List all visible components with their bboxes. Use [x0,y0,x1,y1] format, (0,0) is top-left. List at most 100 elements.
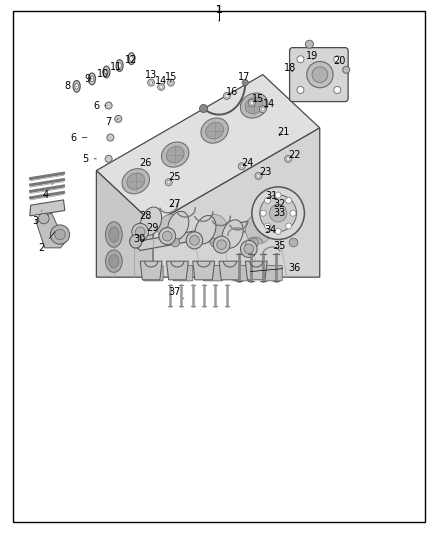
Text: 32: 32 [273,199,286,208]
Ellipse shape [127,173,145,189]
Text: 9: 9 [85,74,92,84]
Circle shape [240,165,243,168]
Ellipse shape [162,231,172,241]
Circle shape [105,102,112,109]
Text: 14: 14 [263,100,276,109]
Circle shape [170,81,172,84]
Ellipse shape [168,211,189,240]
Circle shape [307,61,333,88]
Ellipse shape [103,66,110,78]
Text: 18: 18 [284,63,296,73]
Text: 37: 37 [168,287,184,298]
Circle shape [343,66,350,74]
Polygon shape [96,171,153,277]
Ellipse shape [73,80,80,92]
Text: 29: 29 [146,223,159,233]
Circle shape [260,195,297,232]
Text: 27: 27 [168,199,180,208]
Text: 16: 16 [226,87,238,96]
Circle shape [105,155,112,163]
Circle shape [242,79,248,86]
Polygon shape [140,261,162,280]
Text: 3: 3 [32,211,42,226]
Ellipse shape [245,214,272,244]
Ellipse shape [116,60,123,71]
Ellipse shape [75,83,78,90]
Polygon shape [193,261,215,280]
Ellipse shape [159,228,176,245]
Ellipse shape [201,118,228,143]
Circle shape [200,104,208,112]
Ellipse shape [105,69,108,75]
Text: 6: 6 [93,101,106,110]
Circle shape [248,99,255,107]
Text: 22: 22 [288,150,300,159]
Circle shape [287,157,290,160]
Ellipse shape [106,222,122,247]
Ellipse shape [135,227,145,237]
Ellipse shape [118,62,121,68]
Polygon shape [36,213,65,248]
Text: 2: 2 [39,231,55,253]
Circle shape [286,223,292,229]
Circle shape [107,134,114,141]
Circle shape [259,106,266,113]
Ellipse shape [166,147,184,163]
Circle shape [305,40,314,49]
Ellipse shape [122,168,149,194]
Ellipse shape [88,73,95,85]
Ellipse shape [132,223,148,240]
Ellipse shape [213,236,230,253]
Circle shape [285,155,292,163]
FancyBboxPatch shape [173,265,193,281]
Ellipse shape [190,236,199,245]
Ellipse shape [217,240,226,249]
Ellipse shape [141,207,162,236]
Text: 23: 23 [259,167,271,176]
Ellipse shape [130,55,133,62]
Circle shape [297,86,304,93]
Ellipse shape [201,214,228,244]
Circle shape [289,238,298,247]
Ellipse shape [186,232,203,249]
Text: 4: 4 [43,184,53,199]
Circle shape [210,238,219,247]
Ellipse shape [130,235,142,248]
Circle shape [150,81,152,84]
Text: 15: 15 [252,94,265,103]
Circle shape [334,86,341,93]
Text: 34: 34 [265,225,277,235]
FancyBboxPatch shape [203,265,223,281]
Circle shape [286,197,292,204]
Circle shape [255,172,262,180]
FancyBboxPatch shape [144,265,163,281]
Circle shape [131,238,140,247]
Circle shape [257,174,260,177]
Ellipse shape [158,214,184,244]
Circle shape [269,205,287,222]
Circle shape [165,179,172,186]
Circle shape [250,238,258,247]
Polygon shape [166,261,188,280]
Ellipse shape [244,244,254,254]
Circle shape [251,101,253,104]
Circle shape [158,83,165,91]
Ellipse shape [245,98,263,114]
FancyBboxPatch shape [233,265,252,281]
Polygon shape [30,200,65,216]
Text: 13: 13 [145,70,157,83]
Text: 19: 19 [306,51,318,61]
Text: 1: 1 [216,5,222,21]
Text: 5: 5 [82,154,96,164]
Text: 12: 12 [125,55,138,64]
Circle shape [50,225,70,244]
Text: 28: 28 [139,211,152,221]
Ellipse shape [128,53,135,64]
Polygon shape [153,128,320,277]
Text: 35: 35 [273,241,286,251]
Circle shape [297,56,304,63]
Text: 24: 24 [241,158,254,167]
Text: 21: 21 [278,127,290,137]
Circle shape [148,79,155,86]
Circle shape [260,210,266,216]
